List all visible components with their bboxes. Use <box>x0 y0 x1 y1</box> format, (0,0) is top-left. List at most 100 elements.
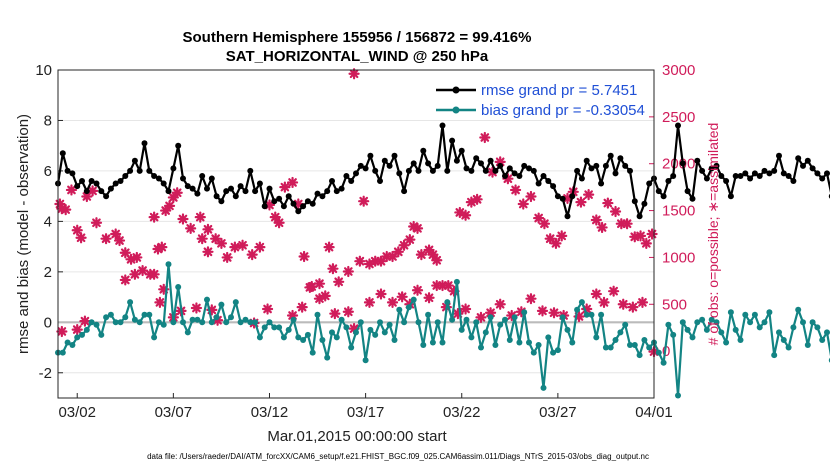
rmse-point <box>655 188 662 195</box>
rmse-point <box>487 157 494 164</box>
bias-point <box>266 319 273 326</box>
obs-star-point <box>306 280 318 293</box>
obs-star-point <box>634 230 647 242</box>
obs-star-point <box>538 218 551 230</box>
bias-point <box>189 316 196 323</box>
bias-point <box>309 349 316 356</box>
bias-point <box>386 321 393 328</box>
bias-point <box>136 319 143 326</box>
obs-star-point <box>327 263 339 275</box>
obs-star-point <box>110 228 122 240</box>
bias-point <box>819 337 826 343</box>
legend-bias-label: bias grand pr = -0.33054 <box>481 102 645 119</box>
rmse-point <box>766 170 773 177</box>
rmse-point <box>559 195 566 202</box>
bias-point <box>300 337 307 343</box>
bias-point <box>617 329 624 336</box>
rmse-point <box>780 170 787 177</box>
rmse-point <box>439 122 446 129</box>
rmse-point <box>545 178 552 184</box>
rmse-point <box>155 175 162 182</box>
bias-point <box>747 319 754 326</box>
bias-point <box>88 319 95 326</box>
bias-point <box>194 316 201 323</box>
bias-point <box>516 339 523 346</box>
bias-point <box>324 354 331 361</box>
obs-star-point <box>71 323 83 336</box>
obs-star-point <box>273 217 285 229</box>
obs-star-point <box>100 233 112 245</box>
left-tick-label: 0 <box>44 314 52 331</box>
obs-star-point <box>404 234 416 246</box>
obs-star-point <box>386 296 399 309</box>
rmse-point <box>218 198 225 205</box>
rmse-point <box>175 142 182 149</box>
bias-point <box>69 342 76 348</box>
obs-star-point <box>113 234 126 247</box>
bias-point <box>675 392 681 399</box>
legend-rmse-marker <box>452 86 460 94</box>
rmse-point <box>530 167 537 174</box>
rmse-point <box>665 178 672 184</box>
obs-star-point <box>163 200 176 212</box>
obs-star-point <box>136 264 149 277</box>
bias-point <box>641 337 648 343</box>
obs-star-point <box>177 213 189 225</box>
rmse-point <box>285 193 292 200</box>
rmse-point <box>88 178 95 184</box>
bias-point <box>391 337 398 343</box>
obs-star-point <box>261 303 274 315</box>
bias-point <box>593 334 600 341</box>
rmse-point <box>79 178 85 184</box>
obs-star-point <box>156 241 168 253</box>
rmse-point <box>646 180 653 187</box>
obs-star-point <box>475 311 487 324</box>
right-tick-label: 1000 <box>662 249 695 266</box>
bias-point <box>511 314 518 321</box>
left-tick-label: 2 <box>44 264 52 281</box>
chart-title-line2: SAT_HORIZONTAL_WIND @ 250 hPa <box>226 48 489 65</box>
rmse-point <box>785 173 792 179</box>
bias-point <box>131 316 138 323</box>
rmse-point <box>602 162 609 169</box>
bias-point <box>809 319 816 326</box>
chart-title-line1: Southern Hemisphere 155956 / 156872 = 99… <box>183 29 532 46</box>
bias-point <box>252 319 259 326</box>
rmse-point <box>670 173 677 179</box>
obs-star-point <box>75 232 87 244</box>
obs-star-point <box>354 255 366 267</box>
left-tick-label: 6 <box>44 163 52 180</box>
rmse-point <box>473 155 480 162</box>
rmse-point <box>631 198 638 205</box>
plot-area <box>58 70 654 398</box>
rmse-point <box>675 122 681 129</box>
bias-point <box>444 299 451 306</box>
bias-point <box>103 314 110 321</box>
obs-star-point <box>590 214 602 226</box>
obs-star-point <box>286 176 299 189</box>
bias-point <box>689 334 696 341</box>
obs-star-point <box>202 246 214 258</box>
bias-point <box>141 311 148 318</box>
bias-point <box>622 321 629 328</box>
left-tick-label: 10 <box>35 62 52 79</box>
bias-point <box>478 344 484 351</box>
rmse-point <box>458 147 465 154</box>
rmse-point <box>804 157 811 164</box>
bias-point <box>545 334 552 341</box>
obs-star-point <box>608 285 620 297</box>
bias-point <box>771 352 778 359</box>
bias-point <box>184 329 191 336</box>
obs-star-point <box>329 308 341 320</box>
bias-point <box>59 349 66 356</box>
right-tick-label: 500 <box>662 296 687 313</box>
rmse-point <box>232 193 239 200</box>
bias-point <box>723 339 730 346</box>
rmse-point <box>391 152 398 159</box>
rmse-point <box>242 188 249 195</box>
rmse-point <box>372 167 379 174</box>
rmse-point <box>314 190 321 197</box>
rmse-point <box>463 165 470 172</box>
obs-star-point <box>509 184 522 196</box>
